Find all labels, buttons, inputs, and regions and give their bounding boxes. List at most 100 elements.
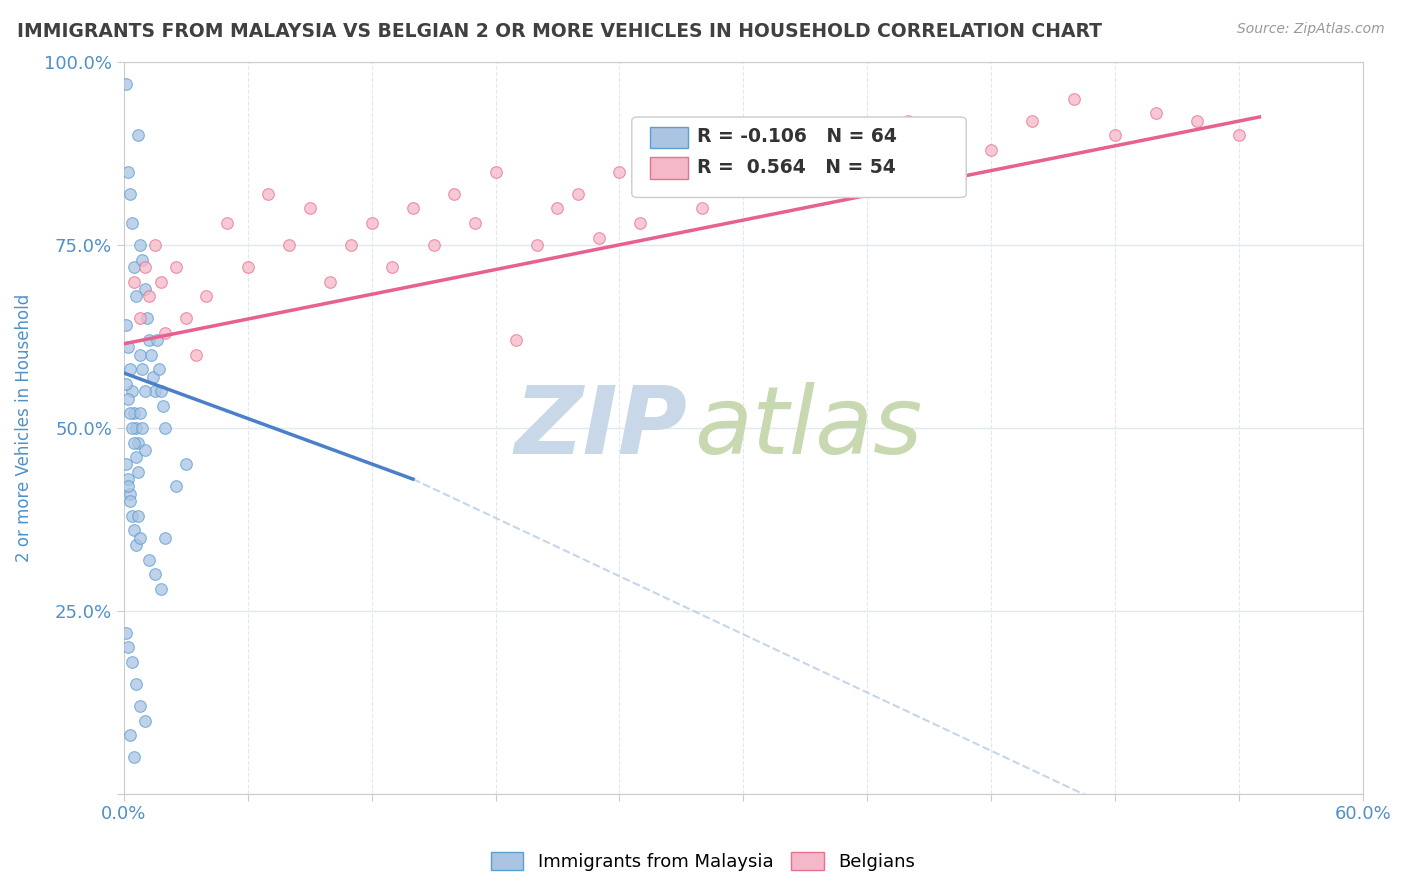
FancyBboxPatch shape [631, 117, 966, 197]
Point [422, 238, 444, 252]
Point [120, 406, 142, 420]
Point [464, 216, 486, 230]
Point [131, 252, 153, 267]
Point [115, 377, 138, 392]
Point [174, 311, 197, 326]
Point [120, 487, 142, 501]
Point [340, 238, 363, 252]
Point [402, 202, 425, 216]
Point [129, 238, 152, 252]
Point [814, 157, 837, 171]
Point [122, 406, 145, 420]
Point [484, 165, 506, 179]
Point [150, 582, 173, 596]
Point [117, 640, 139, 655]
Point [360, 216, 382, 230]
Point [121, 421, 143, 435]
Point [174, 458, 197, 472]
Point [1021, 113, 1043, 128]
Point [134, 442, 156, 457]
Point [794, 143, 817, 157]
Text: IMMIGRANTS FROM MALAYSIA VS BELGIAN 2 OR MORE VEHICLES IN HOUSEHOLD CORRELATION : IMMIGRANTS FROM MALAYSIA VS BELGIAN 2 OR… [17, 22, 1102, 41]
Point [129, 531, 152, 545]
Point [152, 399, 174, 413]
Point [650, 143, 672, 157]
Point [1227, 128, 1250, 143]
Point [129, 698, 152, 713]
Point [127, 128, 149, 143]
Point [711, 165, 734, 179]
Point [1144, 106, 1167, 120]
Point [120, 494, 142, 508]
Point [129, 348, 152, 362]
Point [298, 202, 321, 216]
Point [134, 714, 156, 728]
Point [122, 524, 145, 538]
Point [319, 275, 342, 289]
Point [134, 384, 156, 399]
Point [150, 384, 173, 399]
Point [138, 289, 160, 303]
Point [117, 472, 139, 486]
Point [115, 77, 138, 91]
Point [115, 458, 138, 472]
Point [143, 567, 166, 582]
Point [505, 333, 527, 347]
Point [148, 362, 170, 376]
Point [138, 552, 160, 566]
Point [443, 186, 465, 201]
Point [155, 531, 177, 545]
Point [115, 625, 138, 640]
Point [134, 282, 156, 296]
Point [122, 260, 145, 274]
Point [120, 362, 142, 376]
Point [125, 421, 148, 435]
Point [690, 202, 713, 216]
Point [236, 260, 259, 274]
Text: Source: ZipAtlas.com: Source: ZipAtlas.com [1237, 22, 1385, 37]
Point [131, 421, 153, 435]
Point [671, 179, 693, 194]
Point [138, 333, 160, 347]
Point [122, 750, 145, 764]
Point [121, 508, 143, 523]
Point [165, 479, 187, 493]
Point [1187, 113, 1209, 128]
Point [146, 333, 169, 347]
Point [546, 202, 568, 216]
Point [918, 150, 941, 164]
Point [122, 275, 145, 289]
Point [117, 479, 139, 493]
Point [155, 326, 177, 340]
Text: atlas: atlas [693, 383, 922, 474]
Point [1104, 128, 1126, 143]
Point [120, 728, 142, 742]
Text: R = -0.106   N = 64: R = -0.106 N = 64 [697, 128, 897, 146]
Point [134, 260, 156, 274]
Point [143, 384, 166, 399]
Point [143, 238, 166, 252]
Point [121, 384, 143, 399]
Point [139, 348, 162, 362]
Point [125, 538, 148, 552]
Text: R =  0.564   N = 54: R = 0.564 N = 54 [697, 158, 896, 177]
Point [122, 435, 145, 450]
Point [1063, 92, 1085, 106]
FancyBboxPatch shape [651, 127, 688, 148]
Point [980, 143, 1002, 157]
Y-axis label: 2 or more Vehicles in Household: 2 or more Vehicles in Household [15, 293, 32, 562]
Legend: Immigrants from Malaysia, Belgians: Immigrants from Malaysia, Belgians [484, 845, 922, 879]
Point [628, 216, 651, 230]
Point [381, 260, 404, 274]
Point [155, 421, 177, 435]
Point [609, 165, 631, 179]
Point [526, 238, 548, 252]
Point [897, 113, 920, 128]
Point [117, 392, 139, 406]
Point [142, 369, 165, 384]
Point [278, 238, 301, 252]
Point [588, 230, 610, 244]
Point [733, 150, 755, 164]
Point [150, 275, 173, 289]
Point [125, 289, 148, 303]
